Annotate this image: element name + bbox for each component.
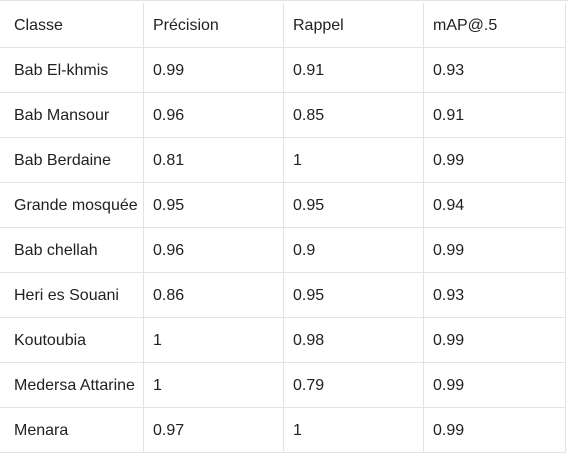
header-cell-map[interactable]: mAP@.5 [424, 3, 566, 48]
table-row: Bab chellah 0.96 0.9 0.99 [0, 228, 568, 273]
cell-map[interactable]: 0.93 [424, 48, 566, 93]
cell-map[interactable]: 0.99 [424, 138, 566, 183]
table-row: Bab El-khmis 0.99 0.91 0.93 [0, 48, 568, 93]
cell-map[interactable]: 0.99 [424, 408, 566, 453]
cell-map[interactable]: 0.99 [424, 363, 566, 408]
cell-classe[interactable]: Grande mosquée [0, 183, 144, 228]
cell-rappel[interactable]: 0.95 [284, 273, 424, 318]
cell-map[interactable]: 0.99 [424, 318, 566, 363]
header-cell-rappel[interactable]: Rappel [284, 3, 424, 48]
table-row: Menara 0.97 1 0.99 [0, 408, 568, 453]
table-row: Medersa Attarine 1 0.79 0.99 [0, 363, 568, 408]
cell-map[interactable]: 0.93 [424, 273, 566, 318]
cell-classe[interactable]: Bab El-khmis [0, 48, 144, 93]
table-row: Koutoubia 1 0.98 0.99 [0, 318, 568, 363]
header-cell-classe[interactable]: Classe [0, 3, 144, 48]
cell-classe[interactable]: Bab chellah [0, 228, 144, 273]
cell-precision[interactable]: 1 [144, 363, 284, 408]
cell-classe[interactable]: Bab Mansour [0, 93, 144, 138]
cell-classe[interactable]: Bab Berdaine [0, 138, 144, 183]
table-row: Bab Mansour 0.96 0.85 0.91 [0, 93, 568, 138]
table-header-row: Classe Précision Rappel mAP@.5 [0, 3, 568, 48]
cell-precision[interactable]: 0.97 [144, 408, 284, 453]
cell-rappel[interactable]: 1 [284, 408, 424, 453]
cell-rappel[interactable]: 0.79 [284, 363, 424, 408]
cell-rappel[interactable]: 0.91 [284, 48, 424, 93]
cell-rappel[interactable]: 0.95 [284, 183, 424, 228]
cell-precision[interactable]: 1 [144, 318, 284, 363]
cell-precision[interactable]: 0.99 [144, 48, 284, 93]
cell-precision[interactable]: 0.96 [144, 93, 284, 138]
cell-precision[interactable]: 0.81 [144, 138, 284, 183]
cell-classe[interactable]: Menara [0, 408, 144, 453]
header-cell-precision[interactable]: Précision [144, 3, 284, 48]
cell-classe[interactable]: Medersa Attarine [0, 363, 144, 408]
cell-precision[interactable]: 0.95 [144, 183, 284, 228]
cell-map[interactable]: 0.99 [424, 228, 566, 273]
cell-precision[interactable]: 0.86 [144, 273, 284, 318]
cell-rappel[interactable]: 0.85 [284, 93, 424, 138]
cell-precision[interactable]: 0.96 [144, 228, 284, 273]
cell-map[interactable]: 0.91 [424, 93, 566, 138]
cell-rappel[interactable]: 1 [284, 138, 424, 183]
cell-classe[interactable]: Heri es Souani [0, 273, 144, 318]
cell-classe[interactable]: Koutoubia [0, 318, 144, 363]
table-row: Heri es Souani 0.86 0.95 0.93 [0, 273, 568, 318]
table-row: Bab Berdaine 0.81 1 0.99 [0, 138, 568, 183]
cell-rappel[interactable]: 0.9 [284, 228, 424, 273]
table-row: Grande mosquée 0.95 0.95 0.94 [0, 183, 568, 228]
cell-rappel[interactable]: 0.98 [284, 318, 424, 363]
table-top-border [0, 0, 568, 1]
cell-map[interactable]: 0.94 [424, 183, 566, 228]
